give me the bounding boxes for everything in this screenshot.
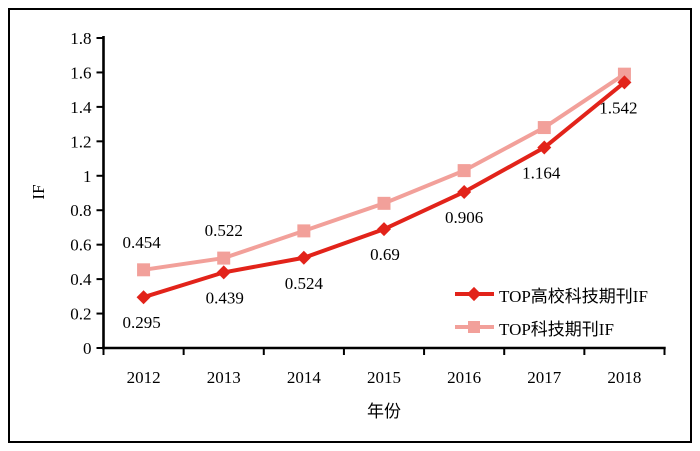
diamond-marker — [457, 184, 472, 199]
diamond-marker — [296, 250, 311, 265]
legend-square-marker-icon — [455, 316, 494, 338]
x-tick-label: 2015 — [367, 368, 401, 387]
y-tick-label: 0.4 — [70, 270, 92, 289]
square-marker — [137, 263, 151, 277]
chart-legend: TOP高校科技期刊IF TOP科技期刊IF — [455, 283, 648, 349]
data-label: 0.524 — [285, 274, 324, 293]
data-label: 0.906 — [445, 208, 483, 227]
square-marker — [217, 251, 231, 265]
diamond-icon — [466, 286, 482, 302]
data-label: 0.439 — [206, 288, 244, 307]
square-marker — [297, 224, 311, 238]
y-tick-label: 0.2 — [70, 305, 91, 324]
legend-item-series-0: TOP高校科技期刊IF — [455, 283, 648, 306]
x-axis-title: 年份 — [367, 402, 401, 421]
x-tick-label: 2017 — [527, 368, 562, 387]
x-tick-label: 2016 — [447, 368, 481, 387]
y-tick-label: 1.4 — [70, 98, 92, 117]
y-tick-label: 1.8 — [70, 29, 91, 48]
x-tick-label: 2014 — [287, 368, 322, 387]
square-marker — [377, 196, 391, 210]
figure-border — [8, 8, 692, 443]
y-tick-label: 0.8 — [70, 201, 91, 220]
legend-diamond-marker-icon — [455, 283, 494, 305]
series-line-0 — [142, 80, 626, 300]
y-tick-label: 1.2 — [70, 132, 91, 151]
legend-item-series-1: TOP科技期刊IF — [455, 316, 648, 339]
data-label: 0.522 — [205, 221, 243, 240]
y-tick-label: 0 — [83, 339, 92, 358]
data-label: 0.295 — [122, 313, 160, 332]
data-label: 0.69 — [370, 245, 400, 264]
y-tick-label: 1 — [83, 167, 92, 186]
square-marker — [537, 121, 551, 135]
diamond-marker — [617, 75, 632, 90]
y-axis-title: IF — [29, 184, 48, 200]
legend-label-series-0: TOP高校科技期刊IF — [499, 286, 648, 306]
data-label: 1.542 — [599, 98, 637, 117]
diamond-marker — [377, 222, 391, 237]
data-label: 1.164 — [522, 164, 561, 183]
x-tick-label: 2018 — [607, 368, 641, 387]
square-marker — [617, 67, 631, 81]
diamond-marker — [537, 140, 552, 155]
square-icon — [468, 321, 480, 333]
y-tick-label: 0.6 — [70, 236, 91, 255]
legend-label-series-1: TOP科技期刊IF — [499, 319, 614, 339]
diamond-marker — [136, 290, 151, 305]
square-marker — [457, 164, 471, 178]
y-tick-label: 1.6 — [70, 63, 91, 82]
data-label: 0.454 — [122, 233, 161, 252]
diamond-marker — [216, 265, 231, 280]
x-tick-label: 2013 — [207, 368, 241, 387]
x-tick-label: 2012 — [127, 368, 161, 387]
